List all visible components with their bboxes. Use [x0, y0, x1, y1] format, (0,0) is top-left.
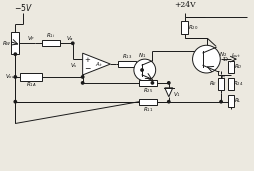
Circle shape — [219, 101, 221, 103]
Circle shape — [167, 101, 169, 103]
Text: +: + — [84, 57, 90, 63]
Bar — [227, 78, 233, 90]
Circle shape — [14, 101, 17, 103]
Text: −: − — [84, 64, 90, 73]
Text: $R_{24}$: $R_{24}$ — [232, 79, 242, 88]
Polygon shape — [164, 88, 172, 97]
Bar — [227, 95, 233, 107]
Bar — [42, 40, 60, 46]
Bar — [138, 80, 156, 86]
Bar — [227, 61, 233, 73]
Text: $R_{11}$: $R_{11}$ — [142, 105, 153, 114]
Bar — [217, 78, 223, 90]
Bar — [11, 32, 19, 54]
Bar — [180, 21, 187, 34]
Polygon shape — [82, 53, 110, 75]
Text: $V_1$: $V_1$ — [172, 90, 180, 99]
Circle shape — [140, 69, 143, 71]
Circle shape — [14, 76, 17, 78]
Bar — [118, 61, 136, 67]
Text: $R_E$: $R_E$ — [208, 79, 216, 88]
Text: $R_D$: $R_D$ — [233, 63, 241, 71]
Text: $N_2$: $N_2$ — [218, 50, 227, 59]
Circle shape — [167, 82, 169, 84]
Text: D: D — [222, 57, 227, 62]
Text: $V_a$: $V_a$ — [66, 34, 73, 43]
Text: $A_t$: $A_t$ — [94, 60, 102, 69]
Text: $R_{25}$: $R_{25}$ — [142, 86, 153, 95]
Text: $R_{1A}$: $R_{1A}$ — [26, 80, 36, 89]
Text: $R_L$: $R_L$ — [233, 96, 241, 105]
Text: $V_{out}$: $V_{out}$ — [5, 73, 17, 81]
Circle shape — [81, 76, 84, 78]
Text: $I_{out}$: $I_{out}$ — [230, 51, 240, 60]
Circle shape — [81, 82, 84, 84]
Text: $V_s$: $V_s$ — [70, 61, 77, 70]
Text: $V_P$: $V_P$ — [27, 34, 35, 43]
Circle shape — [133, 59, 155, 81]
Text: $R_W$: $R_W$ — [2, 39, 11, 48]
Bar — [20, 73, 42, 81]
Text: $R_{20}$: $R_{20}$ — [187, 23, 198, 32]
Text: E: E — [220, 75, 225, 80]
Circle shape — [192, 45, 219, 73]
Circle shape — [14, 53, 17, 55]
Bar — [138, 99, 156, 105]
Text: +24V: +24V — [173, 1, 195, 9]
Circle shape — [151, 82, 153, 84]
Text: $R_{13}$: $R_{13}$ — [121, 52, 132, 61]
Text: $-5V$: $-5V$ — [14, 2, 33, 13]
Circle shape — [71, 42, 74, 44]
Text: $R_{1i}$: $R_{1i}$ — [46, 31, 55, 40]
Text: $N_1$: $N_1$ — [137, 51, 145, 60]
